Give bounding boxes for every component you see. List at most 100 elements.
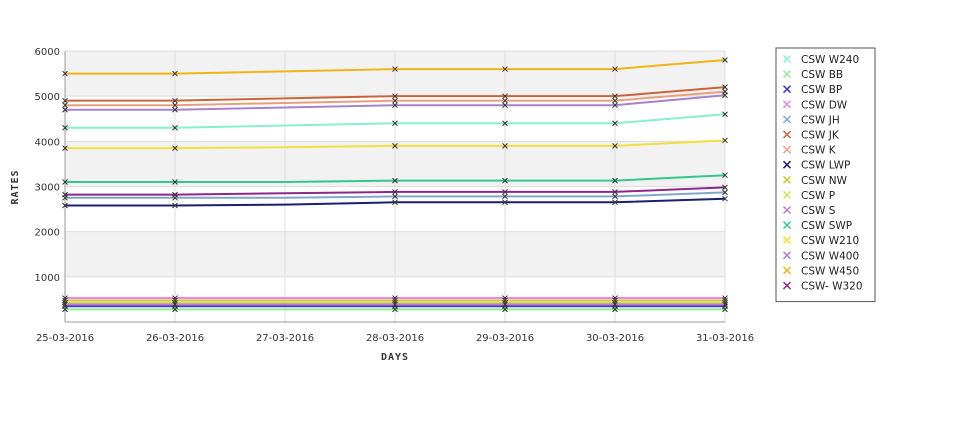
- legend-item: CSW BP: [782, 84, 842, 96]
- data-point-marker: [502, 177, 508, 184]
- data-point-marker: [502, 97, 508, 104]
- data-point-marker: [722, 301, 728, 308]
- data-point-marker: [392, 97, 398, 104]
- data-point-marker: [502, 120, 508, 127]
- axes: [64, 51, 725, 323]
- data-point-marker: [62, 179, 68, 185]
- data-point-marker: [392, 189, 398, 195]
- data-point-marker: [612, 97, 618, 104]
- data-point-marker: [62, 70, 68, 77]
- data-point-marker: [62, 124, 68, 131]
- series: [62, 84, 728, 104]
- x-axis-label: DAYS: [381, 352, 409, 363]
- x-tick-labels: 25-03-2016 26-03-2016 27-03-2016 28-03-2016…: [36, 333, 754, 344]
- legend-label: CSW S: [801, 205, 836, 217]
- series: [62, 92, 728, 113]
- legend-label: CSW JK: [801, 130, 840, 142]
- data-point-marker: [392, 199, 398, 206]
- legend-item: CSW S: [782, 205, 836, 217]
- legend-label: CSW NW: [801, 175, 848, 187]
- y-tick-label: 4000: [35, 137, 60, 148]
- data-point-marker: [612, 189, 618, 195]
- legend-item: CSW W240: [782, 54, 859, 66]
- series: [62, 299, 728, 306]
- data-point-marker: [612, 66, 618, 72]
- data-point-marker: [612, 142, 618, 149]
- legend-label: CSW BP: [801, 84, 842, 96]
- legend-label: CSW JH: [801, 114, 840, 126]
- legend-box: [775, 47, 876, 303]
- data-point-marker: [502, 189, 508, 195]
- legend-label: CSW P: [801, 190, 835, 202]
- series-lines: [62, 57, 728, 313]
- x-tick-label: 30-03-2016: [586, 333, 644, 344]
- data-point-marker: [62, 301, 68, 308]
- data-point-marker: [722, 57, 728, 63]
- legend-item: CSW JK: [782, 130, 840, 142]
- series: [62, 189, 728, 201]
- data-point-marker: [62, 191, 68, 198]
- data-point-marker: [62, 145, 68, 151]
- series: [62, 184, 728, 198]
- legend-item: CSW W400: [782, 250, 859, 262]
- legend: CSW W240 CSW BB CSW BP CSW DW CSW JH CSW JK CS…: [775, 47, 876, 303]
- legend-item: CSW W210: [782, 235, 859, 247]
- x-tick-label: 29-03-2016: [476, 333, 534, 344]
- legend-item: CSW LWP: [782, 160, 850, 172]
- data-point-marker: [502, 199, 508, 206]
- data-point-marker: [62, 106, 68, 113]
- data-point-marker: [722, 195, 728, 202]
- data-point-marker: [612, 102, 618, 109]
- series: [62, 306, 728, 313]
- legend-item: CSW DW: [782, 99, 848, 111]
- data-point-marker: [612, 301, 618, 308]
- y-tick-label: 1000: [35, 273, 60, 284]
- legend-item: CSW P: [782, 190, 835, 202]
- legend-item: CSW NW: [782, 175, 848, 187]
- legend-label: CSW DW: [801, 99, 848, 111]
- data-point-marker: [392, 120, 398, 127]
- data-point-marker: [62, 97, 68, 104]
- legend-label: CSW W240: [801, 54, 859, 66]
- data-point-marker: [172, 301, 178, 308]
- legend-item: CSW SWP: [782, 220, 852, 232]
- legend-item: CSW BB: [782, 69, 843, 81]
- data-point-marker: [172, 70, 178, 77]
- data-point-marker: [172, 191, 178, 198]
- series: [62, 111, 728, 131]
- series: [62, 57, 728, 77]
- x-tick-label: 26-03-2016: [146, 333, 204, 344]
- data-point-marker: [722, 172, 728, 179]
- legend-item: CSW W450: [782, 265, 859, 277]
- x-tick-label: 31-03-2016: [696, 333, 754, 344]
- y-tick-label: 2000: [35, 228, 60, 239]
- legend-label: CSW- W320: [801, 281, 863, 293]
- legend-label: CSW W400: [801, 250, 859, 262]
- data-point-marker: [502, 102, 508, 109]
- data-point-marker: [172, 97, 178, 104]
- series: [62, 195, 728, 209]
- data-point-marker: [502, 93, 508, 100]
- data-point-marker: [172, 145, 178, 151]
- y-tick-labels: 1000 2000 3000 4000 5000 6000: [35, 47, 60, 284]
- y-tick-label: 5000: [35, 92, 60, 103]
- data-point-marker: [502, 301, 508, 308]
- data-point-marker: [502, 193, 508, 200]
- legend-label: CSW LWP: [801, 160, 850, 172]
- legend-item: CSW- W320: [782, 281, 863, 293]
- data-point-marker: [392, 142, 398, 149]
- data-point-marker: [62, 202, 68, 209]
- data-point-marker: [392, 66, 398, 72]
- data-point-marker: [502, 66, 508, 72]
- legend-label: CSW BB: [801, 69, 843, 81]
- data-point-marker: [502, 142, 508, 149]
- data-point-marker: [62, 102, 68, 109]
- legend-label: CSW SWP: [801, 220, 852, 232]
- data-point-marker: [722, 189, 728, 196]
- series: [62, 301, 728, 308]
- x-tick-label: 28-03-2016: [366, 333, 424, 344]
- legend-item: CSW K: [782, 145, 837, 157]
- data-point-marker: [392, 193, 398, 200]
- data-point-marker: [392, 301, 398, 308]
- data-point-marker: [172, 179, 178, 185]
